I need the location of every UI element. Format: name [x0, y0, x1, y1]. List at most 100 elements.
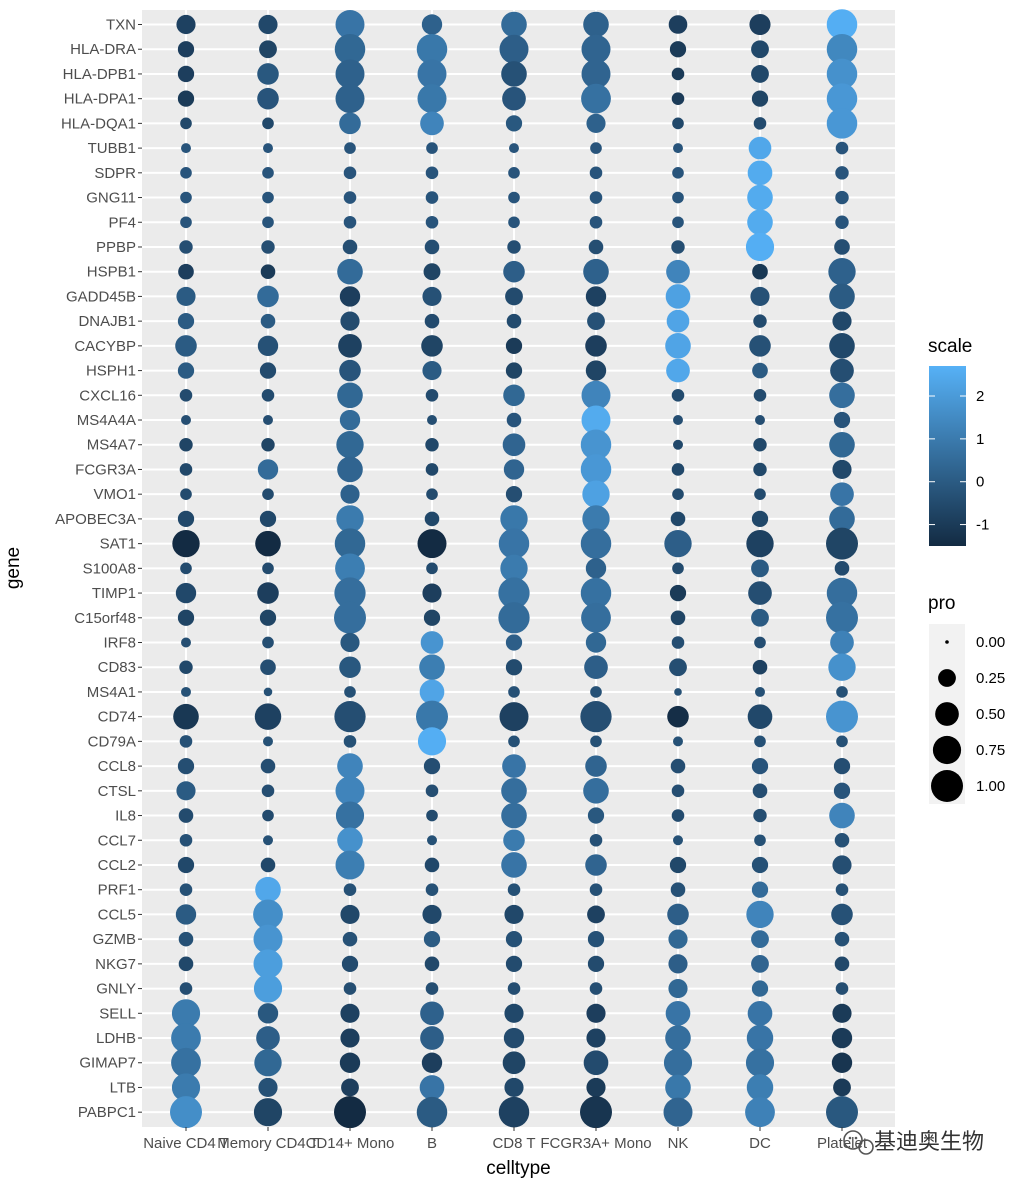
dot-DNAJB1-Memory-CD4-T [260, 313, 276, 329]
x-tick-label: DC [749, 1135, 771, 1152]
scale-tick-label: 1 [976, 431, 984, 448]
dot-GIMAP7-NK [663, 1048, 693, 1077]
dot-CXCL16-NK [671, 389, 685, 402]
dot-SAT1-NK [664, 529, 692, 558]
dot-GNLY-Memory-CD4-T [253, 974, 283, 1003]
dot-MS4A4A-CD14+-Mono [339, 409, 361, 431]
pro-legend-dot [945, 640, 949, 644]
dot-HLA-DRA-DC [751, 40, 769, 59]
dot-MS4A1-B [419, 679, 445, 705]
dot-CD83-CD8-T [505, 659, 523, 676]
dot-APOBEC3A-DC [751, 510, 769, 528]
dot-GADD45B-CD8-T [505, 287, 523, 306]
dot-TUBB1-FCGR3A+-Mono [590, 142, 602, 154]
dot-C15orf48-Naive-CD4-T [177, 609, 195, 626]
y-tick-label: CCL8 [98, 758, 136, 775]
dot-S100A8-FCGR3A+-Mono [585, 558, 607, 579]
y-tick-label: HLA-DQA1 [61, 115, 136, 132]
scale-colorbar [929, 366, 966, 546]
y-tick-label: IRF8 [103, 635, 136, 652]
dot-CTSL-Memory-CD4-T [261, 784, 275, 798]
y-tick-label: HSPH1 [86, 363, 136, 380]
dot-MS4A1-Platelet [836, 686, 848, 698]
dot-PABPC1-FCGR3A+-Mono [580, 1096, 612, 1129]
dot-IL8-DC [753, 808, 767, 823]
dot-SAT1-B [417, 529, 447, 559]
dot-CD83-DC [752, 659, 768, 675]
dot-HLA-DPB1-CD14+-Mono [335, 59, 365, 89]
dot-VMO1-CD8-T [505, 486, 523, 503]
dot-CXCL16-CD14+-Mono [337, 382, 363, 409]
pro-legend: pro 0.00 0.25 0.50 0.75 1.00 [928, 593, 1005, 804]
dot-PRF1-CD8-T [507, 883, 521, 896]
dot-HLA-DPB1-DC [751, 65, 769, 83]
dot-TIMP1-NK [669, 584, 687, 602]
dot-HLA-DPB1-Memory-CD4-T [257, 63, 279, 85]
dot-CD74-Naive-CD4-T [173, 703, 199, 730]
y-tick-label: APOBEC3A [55, 511, 136, 528]
dot-MS4A1-Naive-CD4-T [181, 686, 191, 697]
dot-MS4A7-Memory-CD4-T [261, 438, 275, 452]
y-tick-label: PPBP [96, 239, 136, 256]
dot-CD79A-NK [673, 736, 683, 747]
dot-VMO1-Naive-CD4-T [180, 488, 192, 500]
dot-SELL-FCGR3A+-Mono [586, 1003, 606, 1023]
dot-SDPR-FCGR3A+-Mono [589, 166, 603, 180]
dot-SAT1-CD8-T [498, 528, 530, 559]
dot-GZMB-CD8-T [505, 930, 523, 948]
dot-CXCL16-CD8-T [503, 384, 525, 407]
dot-CCL7-CD8-T [503, 829, 525, 852]
dot-HSPH1-CD14+-Mono [339, 359, 361, 382]
dot-HSPB1-B [423, 263, 441, 281]
dot-CACYBP-NK [665, 333, 691, 359]
dot-PABPC1-DC [745, 1097, 775, 1128]
dot-HLA-DRA-B [416, 33, 448, 65]
dot-PPBP-CD8-T [507, 240, 521, 254]
dot-CD83-FCGR3A+-Mono [584, 655, 608, 680]
dot-CCL7-Memory-CD4-T [263, 835, 273, 846]
dot-CCL5-Naive-CD4-T [175, 904, 197, 925]
dot-S100A8-Memory-CD4-T [262, 562, 274, 575]
dot-FCGR3A-Memory-CD4-T [257, 459, 279, 480]
dot-PABPC1-B [416, 1096, 448, 1128]
y-tick-label: TIMP1 [92, 585, 136, 602]
dot-GZMB-NK [668, 929, 688, 949]
dot-CCL5-FCGR3A+-Mono [587, 905, 605, 924]
dot-HLA-DQA1-B [420, 111, 444, 136]
dot-SDPR-B [425, 166, 439, 180]
dot-GNLY-Platelet [835, 982, 849, 995]
scale-legend: scale 2 1 0 -1 [928, 336, 989, 546]
dot-PRF1-CD14+-Mono [343, 883, 357, 896]
dot-S100A8-CD14+-Mono [335, 553, 365, 584]
dot-HLA-DRA-Memory-CD4-T [259, 40, 277, 59]
dot-APOBEC3A-Platelet [829, 506, 855, 532]
y-tick-label: CACYBP [74, 338, 136, 355]
dot-SDPR-DC [747, 160, 773, 186]
dot-CCL2-Platelet [832, 855, 852, 875]
dot-PPBP-FCGR3A+-Mono [588, 239, 604, 255]
dot-SDPR-Naive-CD4-T [180, 167, 192, 179]
dot-CCL7-CD14+-Mono [337, 827, 363, 854]
dot-PRF1-Memory-CD4-T [255, 876, 281, 903]
dot-CD79A-Naive-CD4-T [179, 735, 193, 748]
pro-legend-label: 0.00 [976, 634, 1005, 651]
dot-HLA-DPA1-Naive-CD4-T [177, 90, 195, 107]
dot-HSPB1-NK [666, 259, 690, 284]
dot-CD74-CD14+-Mono [334, 701, 366, 733]
dot-PRF1-Naive-CD4-T [179, 883, 193, 896]
dot-GNG11-Platelet [835, 190, 849, 205]
dot-TIMP1-B [422, 583, 442, 603]
y-tick-label: CXCL16 [79, 387, 136, 404]
y-tick-label: MS4A1 [87, 684, 136, 701]
y-tick-label: GNLY [96, 981, 136, 998]
x-tick-label: Naive CD4 T [143, 1135, 229, 1152]
scale-tick-label: 0 [976, 474, 984, 491]
dot-MS4A7-CD14+-Mono [336, 431, 364, 459]
dot-NKG7-NK [668, 954, 688, 974]
dot-IRF8-CD14+-Mono [340, 632, 360, 653]
dot-VMO1-DC [754, 488, 766, 500]
dot-CCL5-B [422, 904, 442, 924]
y-tick-labels: TXN HLA-DRA HLA-DPB1 HLA-DPA1 HLA-DQA1 TUBB1 S… [55, 17, 142, 1121]
dot-GADD45B-CD14+-Mono [339, 286, 361, 307]
